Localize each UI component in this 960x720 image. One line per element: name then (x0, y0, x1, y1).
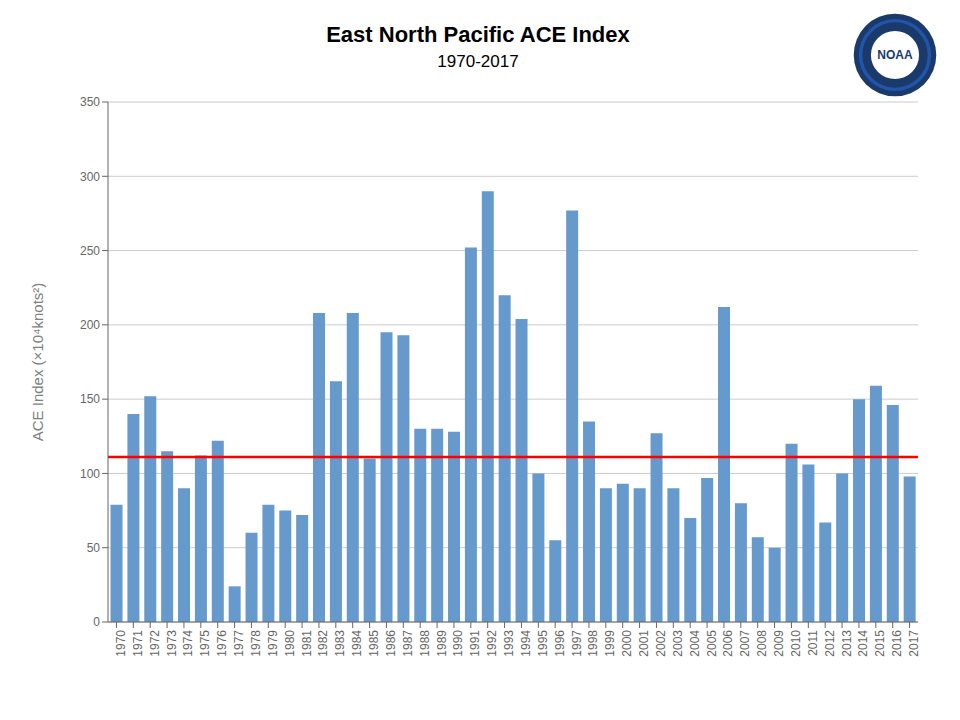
svg-text:2005: 2005 (705, 630, 719, 657)
svg-text:2008: 2008 (755, 630, 769, 657)
svg-text:1989: 1989 (435, 630, 449, 657)
svg-text:2010: 2010 (789, 630, 803, 657)
svg-text:ACE Index (×10⁴knots²): ACE Index (×10⁴knots²) (29, 283, 46, 442)
svg-text:1995: 1995 (536, 630, 550, 657)
svg-text:1981: 1981 (300, 630, 314, 657)
svg-text:1973: 1973 (165, 630, 179, 657)
svg-text:1972: 1972 (148, 630, 162, 657)
svg-text:2017: 2017 (907, 630, 921, 657)
svg-text:2003: 2003 (671, 630, 685, 657)
svg-text:2012: 2012 (823, 630, 837, 657)
svg-text:1975: 1975 (198, 630, 212, 657)
svg-text:100: 100 (80, 467, 100, 481)
svg-text:1998: 1998 (586, 630, 600, 657)
svg-text:2006: 2006 (721, 630, 735, 657)
svg-text:1982: 1982 (316, 630, 330, 657)
svg-text:1992: 1992 (485, 630, 499, 657)
svg-text:1985: 1985 (367, 630, 381, 657)
svg-text:1979: 1979 (266, 630, 280, 657)
svg-text:2009: 2009 (772, 630, 786, 657)
svg-text:2016: 2016 (890, 630, 904, 657)
svg-text:1994: 1994 (519, 630, 533, 657)
svg-text:150: 150 (80, 392, 100, 406)
svg-text:2007: 2007 (738, 630, 752, 657)
svg-text:1971: 1971 (131, 630, 145, 657)
svg-text:1978: 1978 (249, 630, 263, 657)
svg-text:1974: 1974 (181, 630, 195, 657)
svg-text:1996: 1996 (553, 630, 567, 657)
svg-text:250: 250 (80, 244, 100, 258)
svg-text:1976: 1976 (215, 630, 229, 657)
svg-text:2013: 2013 (840, 630, 854, 657)
svg-text:NOAA: NOAA (877, 48, 913, 62)
svg-text:1984: 1984 (350, 630, 364, 657)
svg-text:200: 200 (80, 318, 100, 332)
svg-text:1977: 1977 (232, 630, 246, 657)
svg-text:1999: 1999 (603, 630, 617, 657)
html-text:1970-2017: 1970-2017 (437, 52, 519, 71)
svg-text:2015: 2015 (873, 630, 887, 657)
svg-text:1991: 1991 (468, 630, 482, 657)
svg-text:1980: 1980 (283, 630, 297, 657)
svg-text:1970: 1970 (114, 630, 128, 657)
svg-text:350: 350 (80, 95, 100, 109)
svg-text:1988: 1988 (418, 630, 432, 657)
svg-text:2014: 2014 (856, 630, 870, 657)
svg-text:0: 0 (93, 615, 100, 629)
svg-text:2001: 2001 (637, 630, 651, 657)
svg-text:300: 300 (80, 170, 100, 184)
svg-text:2002: 2002 (654, 630, 668, 657)
svg-text:1986: 1986 (384, 630, 398, 657)
svg-text:1990: 1990 (451, 630, 465, 657)
svg-text:2004: 2004 (688, 630, 702, 657)
svg-text:1997: 1997 (570, 630, 584, 657)
svg-text:50: 50 (87, 541, 101, 555)
svg-text:1983: 1983 (333, 630, 347, 657)
svg-text:2000: 2000 (620, 630, 634, 657)
svg-text:1993: 1993 (502, 630, 516, 657)
svg-text:1987: 1987 (401, 630, 415, 657)
svg-text:2011: 2011 (806, 630, 820, 656)
html-text:East North Pacific ACE Index: East North Pacific ACE Index (326, 22, 630, 47)
